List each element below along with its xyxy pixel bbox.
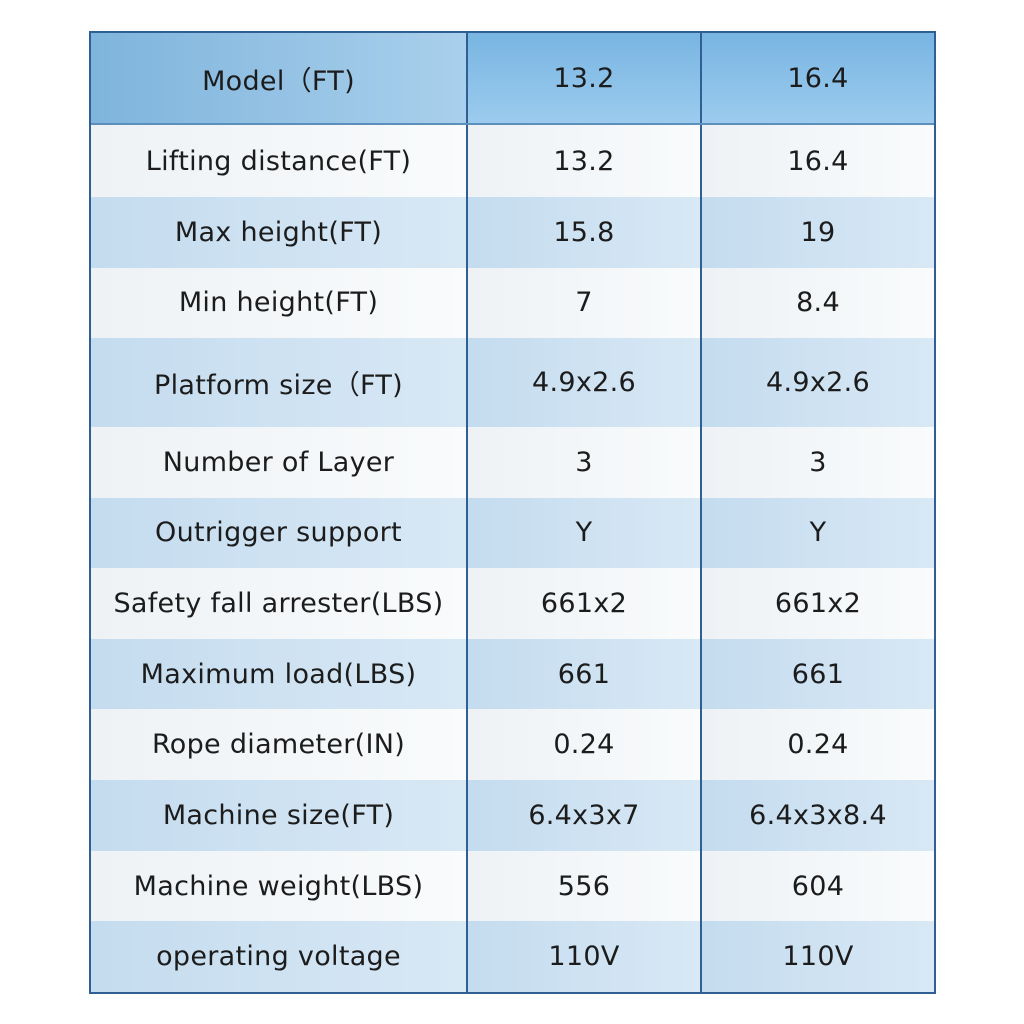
row-label: Rope diameter(IN)	[91, 709, 468, 781]
row-value-a: 556	[466, 850, 702, 922]
row-value-b: 661	[700, 638, 934, 710]
table-row: Number of Layer 3 3	[91, 427, 934, 498]
table-row: Outrigger support Y Y	[91, 497, 934, 569]
table-header-row: Model（FT) 13.2 16.4	[91, 33, 934, 126]
table-row: Machine size(FT) 6.4x3x7 6.4x3x8.4	[91, 780, 934, 851]
row-value-a: 7	[466, 267, 702, 339]
row-label: Maximum load(LBS)	[91, 638, 468, 710]
row-value-a: 6.4x3x7	[466, 780, 702, 851]
row-value-a: 15.8	[466, 197, 702, 268]
table-row: Maximum load(LBS) 661 661	[91, 638, 934, 710]
table-row: Min height(FT) 7 8.4	[91, 267, 934, 339]
header-model-16-4: 16.4	[700, 33, 934, 126]
row-label: Outrigger support	[91, 497, 468, 569]
row-label: Number of Layer	[91, 427, 468, 498]
row-label: Platform size（FT)	[91, 338, 468, 428]
row-value-a: Y	[466, 497, 702, 569]
row-value-b: 8.4	[700, 267, 934, 339]
spec-table: Model（FT) 13.2 16.4 Lifting distance(FT)…	[91, 33, 934, 992]
row-label: operating voltage	[91, 921, 468, 992]
row-value-a: 4.9x2.6	[466, 338, 702, 428]
table-row: operating voltage 110V 110V	[91, 921, 934, 992]
row-value-a: 661x2	[466, 568, 702, 639]
row-value-b: 16.4	[700, 124, 934, 197]
row-value-a: 661	[466, 638, 702, 710]
table-row: Safety fall arrester(LBS) 661x2 661x2	[91, 568, 934, 639]
row-value-b: Y	[700, 497, 934, 569]
row-value-b: 110V	[700, 921, 934, 992]
row-label: Min height(FT)	[91, 267, 468, 339]
row-label: Machine weight(LBS)	[91, 850, 468, 922]
row-label: Lifting distance(FT)	[91, 124, 468, 197]
row-value-a: 3	[466, 427, 702, 498]
table-row: Rope diameter(IN) 0.24 0.24	[91, 709, 934, 781]
table-row: Platform size（FT) 4.9x2.6 4.9x2.6	[91, 338, 934, 428]
row-value-b: 604	[700, 850, 934, 922]
row-label: Machine size(FT)	[91, 780, 468, 851]
row-value-b: 19	[700, 197, 934, 268]
row-label: Max height(FT)	[91, 197, 468, 268]
row-value-a: 13.2	[466, 124, 702, 197]
header-model-13-2: 13.2	[466, 33, 702, 126]
row-value-b: 661x2	[700, 568, 934, 639]
table-row: Lifting distance(FT) 13.2 16.4	[91, 124, 934, 197]
row-value-b: 4.9x2.6	[700, 338, 934, 428]
table-row: Machine weight(LBS) 556 604	[91, 850, 934, 922]
header-label-cell: Model（FT)	[91, 33, 468, 126]
row-value-a: 110V	[466, 921, 702, 992]
row-value-b: 0.24	[700, 709, 934, 781]
table-row: Max height(FT) 15.8 19	[91, 197, 934, 268]
row-value-a: 0.24	[466, 709, 702, 781]
row-value-b: 6.4x3x8.4	[700, 780, 934, 851]
spec-table-container: Model（FT) 13.2 16.4 Lifting distance(FT)…	[89, 31, 936, 994]
row-label: Safety fall arrester(LBS)	[91, 568, 468, 639]
row-value-b: 3	[700, 427, 934, 498]
